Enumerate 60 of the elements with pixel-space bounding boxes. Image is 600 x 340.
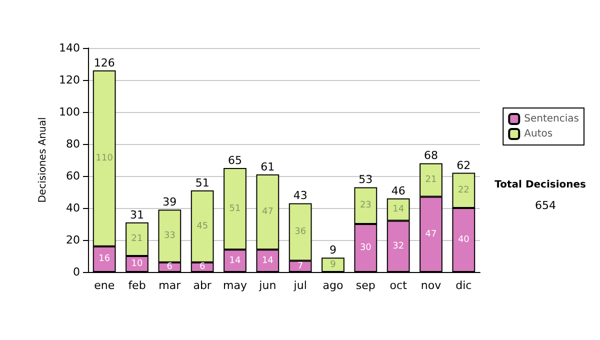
x-tick-label: jun: [258, 279, 276, 292]
data-label: 6: [199, 262, 206, 272]
total-label: 39: [162, 196, 177, 209]
total-label: 46: [391, 184, 406, 198]
data-label: 16: [98, 254, 110, 264]
x-tick-label: dic: [456, 279, 472, 292]
data-label: 14: [262, 256, 274, 266]
total-label: 61: [260, 160, 275, 174]
data-label: 45: [196, 221, 208, 232]
x-tick-label: sep: [356, 279, 376, 292]
x-tick-label: ago: [322, 279, 344, 292]
x-tick-label: feb: [128, 279, 146, 292]
total-label: 9: [330, 244, 336, 257]
data-label: 14: [392, 204, 404, 215]
data-label: 33: [164, 231, 176, 241]
y-tick-label: 20: [66, 234, 80, 246]
data-label: 47: [425, 229, 437, 240]
data-label: 30: [360, 243, 372, 253]
x-tick-label: abr: [193, 279, 212, 292]
data-label: 36: [294, 227, 306, 237]
y-tick-label: 40: [66, 202, 80, 214]
x-tick-label: ene: [94, 279, 115, 292]
data-label: 110: [96, 153, 114, 164]
x-tick-label: nov: [420, 279, 442, 292]
total-label: 68: [424, 149, 438, 162]
data-label: 22: [458, 185, 470, 196]
x-tick-label: jul: [292, 279, 307, 292]
data-label: 32: [392, 241, 404, 252]
y-tick-label: 0: [73, 266, 80, 278]
x-tick-label: oct: [390, 279, 408, 292]
x-tick-label: mar: [158, 279, 182, 292]
total-label: 31: [130, 208, 144, 222]
y-tick-label: 60: [66, 170, 80, 182]
y-tick-label: 140: [59, 42, 80, 54]
total-label: 126: [94, 56, 115, 70]
total-label: 65: [228, 154, 242, 167]
total-label: 43: [293, 189, 308, 202]
x-tick-label: may: [223, 279, 248, 292]
legend-label: Sentencias: [524, 114, 580, 124]
total-label: 53: [358, 173, 373, 186]
total-label: 62: [456, 158, 471, 172]
data-label: 40: [458, 235, 470, 245]
text: 654: [535, 199, 556, 212]
y-axis-title: Decisiones Anual: [38, 117, 49, 203]
text: Total Decisiones: [494, 180, 586, 190]
data-label: 47: [262, 207, 274, 217]
data-label: 51: [229, 204, 241, 214]
data-label: 21: [425, 175, 437, 185]
data-label: 23: [360, 200, 372, 211]
data-label: 6: [166, 262, 173, 272]
y-tick-label: 80: [66, 138, 80, 150]
data-label: 7: [297, 261, 304, 272]
y-tick-label: 120: [59, 74, 80, 86]
y-tick-label: 100: [59, 106, 80, 118]
data-label: 14: [229, 256, 241, 266]
data-label: 9: [330, 260, 336, 270]
legend-label: Autos: [524, 128, 553, 140]
data-label: 10: [131, 259, 143, 269]
total-label: 51: [195, 176, 210, 190]
data-label: 21: [131, 234, 143, 244]
